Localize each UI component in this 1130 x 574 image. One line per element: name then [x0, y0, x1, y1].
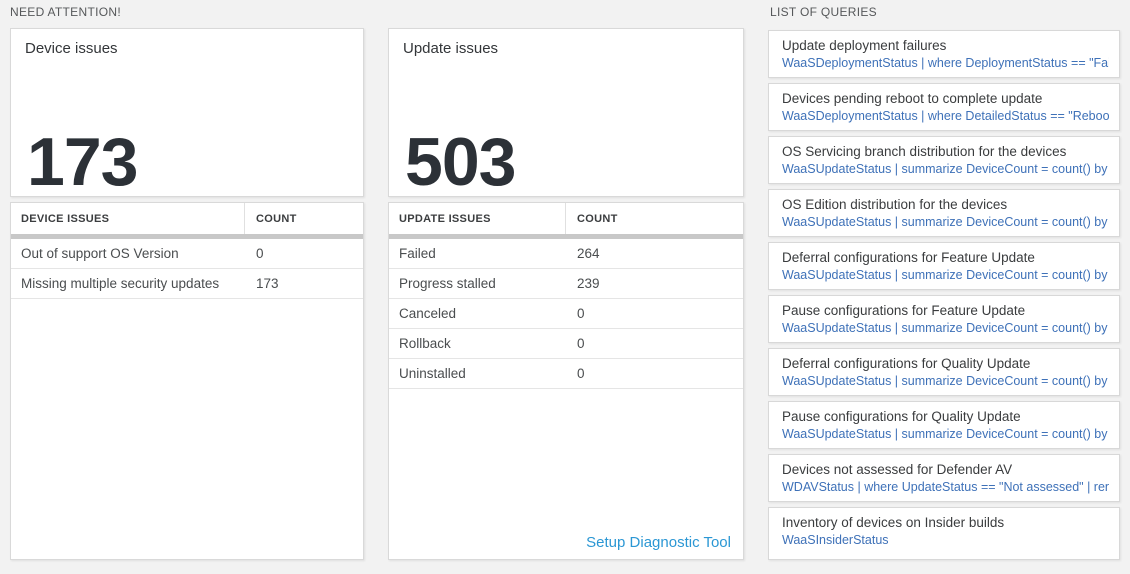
row-label: Missing multiple security updates [21, 276, 220, 291]
query-item[interactable]: Update deployment failures WaaSDeploymen… [768, 30, 1120, 78]
table-row[interactable]: Rollback 0 [389, 329, 743, 359]
query-item[interactable]: Deferral configurations for Feature Upda… [768, 242, 1120, 290]
device-issues-table: DEVICE ISSUES COUNT Out of support OS Ve… [10, 202, 364, 560]
row-count: 264 [577, 246, 600, 261]
update-table-header-count: COUNT [577, 212, 618, 225]
device-issues-tile[interactable]: Device issues 173 [10, 28, 364, 197]
query-text: WaaSInsiderStatus [782, 533, 889, 547]
update-issues-table: UPDATE ISSUES COUNT Failed 264 Progress … [388, 202, 744, 560]
table-row[interactable]: Out of support OS Version 0 [11, 239, 363, 269]
update-table-header-divider [389, 234, 743, 239]
query-text: WaaSUpdateStatus | summarize DeviceCount… [782, 374, 1109, 388]
query-title: OS Edition distribution for the devices [782, 197, 1008, 212]
row-count: 0 [577, 366, 585, 381]
query-title: Pause configurations for Quality Update [782, 409, 1021, 424]
query-text: WaaSUpdateStatus | summarize DeviceCount… [782, 321, 1109, 335]
update-table-header-row: UPDATE ISSUES COUNT [389, 203, 743, 234]
row-label: Failed [399, 246, 436, 261]
query-text: WaaSDeploymentStatus | where DetailedSta… [782, 109, 1109, 123]
row-count: 0 [577, 306, 585, 321]
query-list: Update deployment failures WaaSDeploymen… [768, 30, 1120, 560]
query-title: Inventory of devices on Insider builds [782, 515, 1005, 530]
row-label: Rollback [399, 336, 451, 351]
need-attention-header: NEED ATTENTION! [10, 5, 121, 19]
update-table-header-name: UPDATE ISSUES [389, 203, 566, 234]
query-title: Pause configurations for Feature Update [782, 303, 1026, 318]
row-label: Progress stalled [399, 276, 496, 291]
row-count: 239 [577, 276, 600, 291]
update-issues-count: 503 [405, 124, 516, 201]
table-row[interactable]: Canceled 0 [389, 299, 743, 329]
table-row[interactable]: Failed 264 [389, 239, 743, 269]
query-text: WDAVStatus | where UpdateStatus == "Not … [782, 480, 1109, 494]
query-text: WaaSUpdateStatus | summarize DeviceCount… [782, 427, 1109, 441]
query-text: WaaSUpdateStatus | summarize DeviceCount… [782, 162, 1109, 176]
query-item[interactable]: Deferral configurations for Quality Upda… [768, 348, 1120, 396]
device-table-header-name: DEVICE ISSUES [11, 203, 245, 234]
row-label: Canceled [399, 306, 457, 321]
device-table-header-row: DEVICE ISSUES COUNT [11, 203, 363, 234]
device-table-header-count: COUNT [256, 212, 297, 225]
query-item[interactable]: Pause configurations for Quality Update … [768, 401, 1120, 449]
setup-diagnostic-tool-link[interactable]: Setup Diagnostic Tool [586, 534, 731, 551]
query-title: OS Servicing branch distribution for the… [782, 144, 1067, 159]
query-item[interactable]: Devices pending reboot to complete updat… [768, 83, 1120, 131]
update-issues-tile[interactable]: Update issues 503 [388, 28, 744, 197]
table-row[interactable]: Missing multiple security updates 173 [11, 269, 363, 299]
query-text: WaaSUpdateStatus | summarize DeviceCount… [782, 215, 1109, 229]
device-table-header-divider [11, 234, 363, 239]
query-title: Devices pending reboot to complete updat… [782, 91, 1043, 106]
row-label: Out of support OS Version [21, 246, 179, 261]
update-issues-title: Update issues [403, 40, 499, 57]
table-row[interactable]: Progress stalled 239 [389, 269, 743, 299]
query-item[interactable]: Inventory of devices on Insider builds W… [768, 507, 1120, 560]
query-title: Deferral configurations for Quality Upda… [782, 356, 1031, 371]
query-title: Devices not assessed for Defender AV [782, 462, 1013, 477]
query-item[interactable]: Devices not assessed for Defender AV WDA… [768, 454, 1120, 502]
row-count: 0 [577, 336, 585, 351]
device-issues-title: Device issues [25, 40, 118, 57]
query-item[interactable]: OS Edition distribution for the devices … [768, 189, 1120, 237]
row-label: Uninstalled [399, 366, 466, 381]
query-text: WaaSUpdateStatus | summarize DeviceCount… [782, 268, 1109, 282]
query-title: Update deployment failures [782, 38, 947, 53]
query-text: WaaSDeploymentStatus | where DeploymentS… [782, 56, 1109, 70]
list-of-queries-header: LIST OF QUERIES [770, 5, 877, 19]
table-row[interactable]: Uninstalled 0 [389, 359, 743, 389]
query-item[interactable]: OS Servicing branch distribution for the… [768, 136, 1120, 184]
query-title: Deferral configurations for Feature Upda… [782, 250, 1035, 265]
row-count: 173 [256, 276, 279, 291]
query-item[interactable]: Pause configurations for Feature Update … [768, 295, 1120, 343]
device-issues-count: 173 [27, 124, 138, 201]
row-count: 0 [256, 246, 264, 261]
